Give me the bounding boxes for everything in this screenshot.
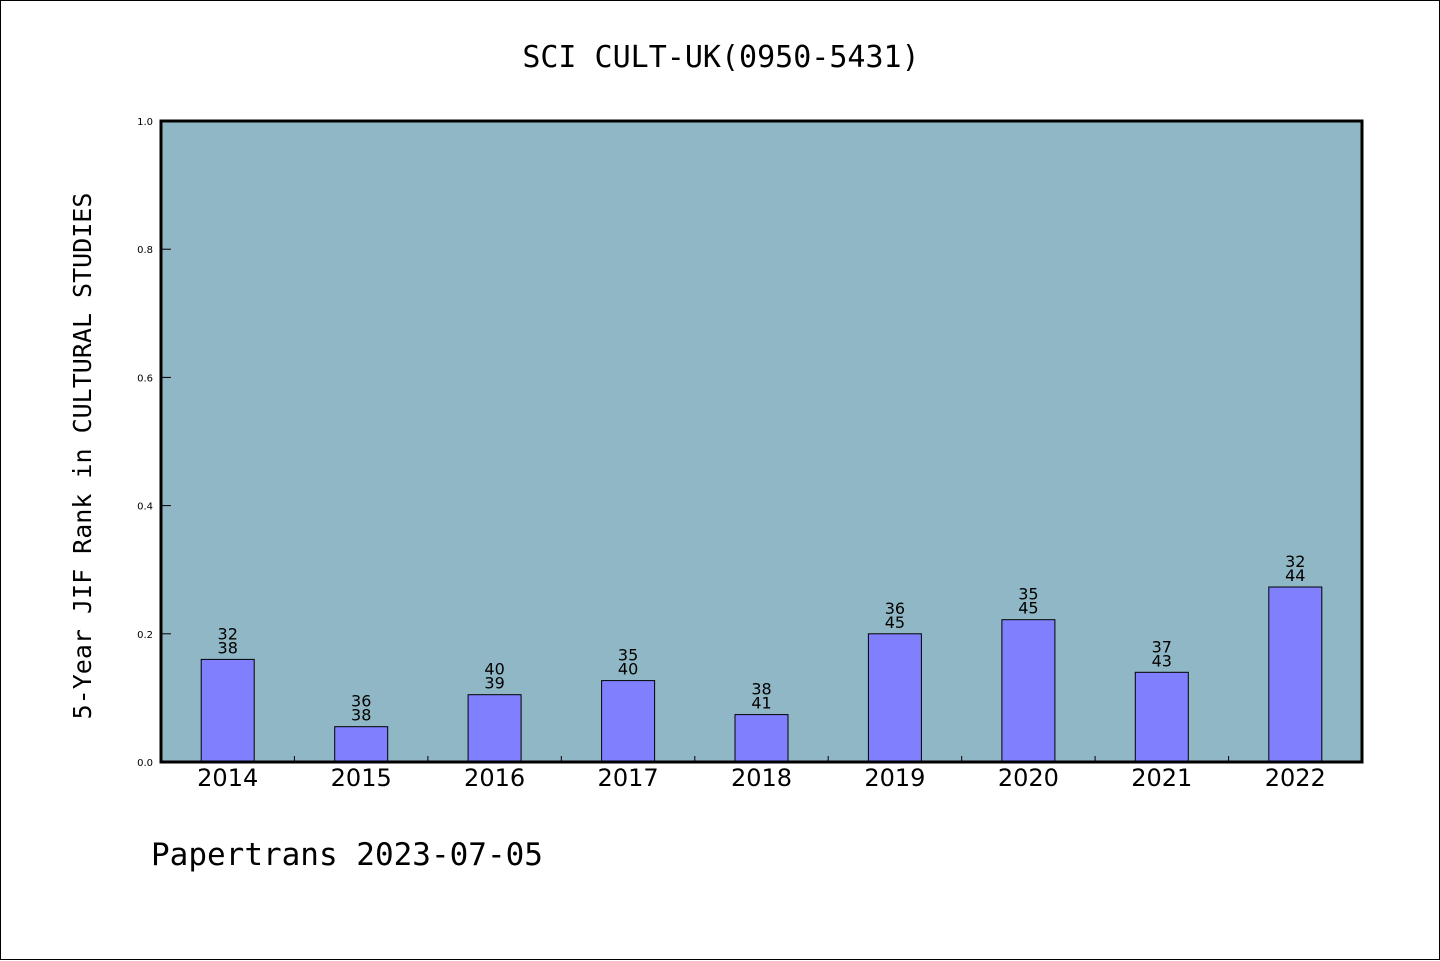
x-tick-label-2015: 2015 [331,764,392,792]
bar-2018 [734,714,789,763]
x-tick-label-2016: 2016 [464,764,525,792]
x-tick-label-2022: 2022 [1265,764,1326,792]
bar-label-2017-1: 35 [618,646,638,665]
y-tick-label-0.2: 0.2 [137,630,153,641]
bar-2017 [601,680,656,763]
bar-label-2019-2: 45 [885,613,905,632]
chart-title: SCI CULT-UK(0950-5431) [522,40,919,75]
bar-label-2016-1: 40 [484,660,504,679]
bar-label-2022-2: 44 [1285,566,1305,585]
bar-label-2016-2: 39 [484,674,504,693]
y-tick-label-0.4: 0.4 [137,502,153,513]
bar-2020 [1001,619,1056,763]
footer-credit: Papertrans 2023-07-05 [151,837,543,873]
bar-label-2022-1: 32 [1285,552,1305,571]
bar-label-2019-1: 36 [885,599,905,618]
bar-label-2021-1: 37 [1152,637,1172,656]
plot-border [159,119,1364,764]
bar-2022 [1268,586,1323,763]
y-tick-label-1.0: 1.0 [137,117,153,128]
bar-label-2018-2: 41 [751,694,771,713]
x-tick-label-2017: 2017 [598,764,659,792]
bar-2021 [1134,671,1189,763]
bar-label-2015-2: 38 [351,706,371,725]
bar-label-2021-2: 43 [1152,651,1172,670]
y-tick-label-0.8: 0.8 [137,245,153,256]
bar-2015 [334,726,389,763]
y-axis-ticks: 0.0 0.2 0.4 0.6 0.8 1.0 [137,117,171,769]
x-tick-label-2020: 2020 [998,764,1059,792]
y-tick-label-0.6: 0.6 [137,373,153,384]
bar-2016 [467,694,522,763]
x-tick-label-2014: 2014 [197,764,258,792]
bar-label-2014-1: 32 [218,624,238,643]
bar-2014 [200,658,255,763]
y-tick-label-0.0: 0.0 [137,758,153,769]
x-tick-label-2021: 2021 [1131,764,1192,792]
x-axis-ticks: 2014 2015 2016 2017 2018 2019 2020 2021 2022 [197,756,1326,792]
x-tick-label-2019: 2019 [864,764,925,792]
bar-label-2018-1: 38 [751,680,771,699]
bar-label-2020-2: 45 [1018,599,1038,618]
bar-2019 [867,633,922,763]
bar-label-2014-2: 38 [218,638,238,657]
plot-area [161,121,1362,762]
bars-layer [200,586,1323,763]
bar-label-2015-1: 36 [351,692,371,711]
x-tick-label-2018: 2018 [731,764,792,792]
bar-label-2020-1: 35 [1018,585,1038,604]
y-axis-label: 5-Year JIF Rank in CULTURAL STUDIES [68,193,97,720]
bar-label-2017-2: 40 [618,660,638,679]
